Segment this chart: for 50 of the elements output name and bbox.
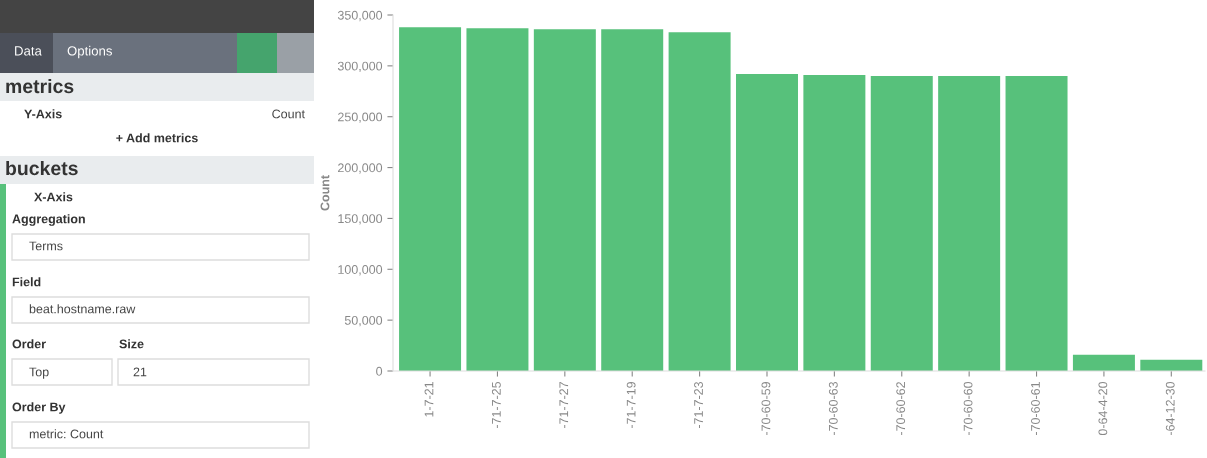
text: Data	[15, 46, 42, 56]
y-tick-label: 250,000	[338, 112, 383, 123]
bar	[601, 29, 664, 371]
text: Y-Axis	[24, 109, 62, 119]
text: buckets	[6, 160, 78, 176]
text: + Add metrics	[116, 133, 198, 143]
x-tick-label: -70-60-60	[963, 381, 973, 436]
bar	[938, 76, 1001, 371]
x-tick-label: -71-7-19	[626, 382, 636, 429]
y-tick-label: 100,000	[338, 265, 383, 276]
y-tick-label: 0	[376, 366, 383, 376]
text: X-Axis	[34, 192, 73, 202]
text: metrics	[6, 78, 74, 94]
x-tick-label: 0-64-4-20	[1098, 381, 1108, 436]
x-tick-label: -64-12-30	[1165, 381, 1175, 436]
x-tick-label: -71-7-25	[491, 381, 501, 429]
y-tick-label: 150,000	[338, 214, 383, 225]
y-tick-label: 50,000	[344, 315, 383, 327]
x-tick-label: -70-60-62	[896, 382, 906, 436]
text: Order	[12, 339, 46, 349]
text: Order By	[12, 402, 66, 414]
text: Aggregation	[12, 214, 85, 226]
text: Top	[29, 367, 49, 379]
y-tick-label: 300,000	[337, 61, 383, 72]
x-tick-label: -70-60-63	[828, 381, 838, 436]
bar	[870, 76, 933, 371]
x-tick-label: -70-60-59	[761, 382, 771, 436]
text: Options	[67, 45, 112, 59]
text: Size	[119, 339, 144, 349]
y-tick-label: 350,000	[337, 10, 383, 22]
text: Count	[272, 109, 305, 119]
bar	[668, 32, 731, 371]
text: 21	[133, 367, 147, 377]
x-tick-label: 1-7-21	[424, 382, 434, 417]
text: Terms	[29, 241, 63, 251]
x-tick-label: -71-7-23	[694, 381, 703, 429]
x-tick-label: -71-7-27	[559, 382, 569, 429]
text: metric: Count	[29, 429, 104, 439]
bar	[533, 29, 596, 371]
bar	[466, 28, 529, 371]
bar	[1005, 76, 1068, 371]
text: Field	[12, 277, 41, 287]
text: beat.hostname.raw	[29, 304, 136, 314]
y-tick-label: 200,000	[338, 163, 383, 174]
bar	[735, 73, 798, 371]
bar	[399, 27, 462, 371]
bar	[803, 75, 866, 371]
y-axis-title: Count	[320, 175, 330, 211]
x-tick-label: -70-60-61	[1031, 382, 1040, 436]
bar	[1072, 354, 1135, 371]
